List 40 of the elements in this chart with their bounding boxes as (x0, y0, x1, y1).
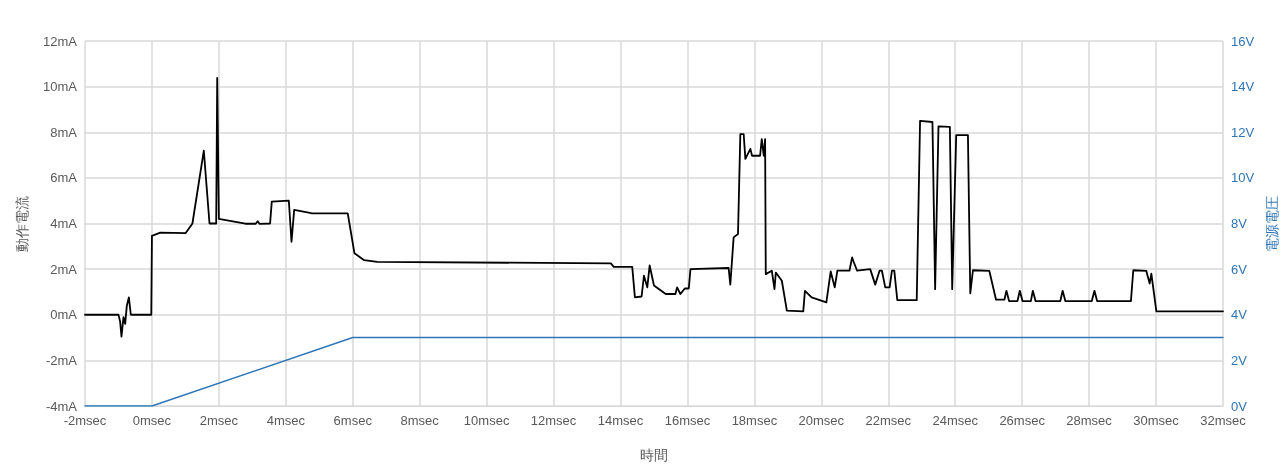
x-tick-label: 4msec (266, 413, 306, 428)
y2-tick-label: 12V (1230, 124, 1255, 140)
x-tick-label: 22msec (865, 413, 912, 428)
x-tick-label: 2msec (199, 413, 239, 428)
y-tick-label: -2mA (45, 352, 78, 368)
line-series (84, 77, 1224, 338)
x-tick-label: 16msec (664, 413, 711, 428)
x-tick-label: 8msec (400, 413, 440, 428)
y2-tick-label: 2V (1230, 352, 1248, 368)
y2-tick-label: 8V (1230, 216, 1248, 231)
y2-tick-label: 10V (1230, 170, 1255, 186)
y2-tick-label: 0V (1230, 398, 1248, 414)
x-tick-label: 20msec (798, 413, 845, 428)
x-tick-label: 26msec (999, 413, 1046, 428)
y-tick-label: 12mA (43, 33, 78, 49)
x-tick-label: 28msec (1066, 413, 1113, 428)
y2-axis-title: 電源電圧 (1264, 195, 1280, 252)
y2-tick-label: 14V (1230, 79, 1255, 95)
y-axis-title: 動作電流 (14, 195, 30, 252)
x-tick-label: 18msec (731, 413, 778, 428)
x-tick-label: 0msec (132, 413, 172, 428)
y-tick-label: 10mA (43, 79, 78, 95)
y-tick-label: 4mA (50, 216, 78, 231)
x-tick-label: 24msec (932, 413, 979, 428)
y-tick-label: 2mA (50, 261, 78, 277)
y2-tick-label: 16V (1230, 33, 1255, 49)
y2-tick-label: 6V (1230, 261, 1248, 277)
x-tick-label: 30msec (1133, 413, 1180, 428)
x-tick-label: -2msec (63, 413, 107, 428)
x-tick-label: 14msec (597, 413, 644, 428)
x-tick-label: 6msec (333, 413, 373, 428)
x-tick-label: 32msec (1200, 413, 1247, 428)
x-tick-label: 12msec (530, 413, 577, 428)
x-tick-label: 10msec (463, 413, 510, 428)
y-tick-label: 6mA (50, 170, 78, 186)
x-axis-title: 時間 (639, 447, 668, 463)
y-tick-label: 0mA (50, 307, 78, 323)
y-tick-label: -4mA (45, 398, 78, 414)
y2-tick-label: 4V (1230, 307, 1248, 323)
y-tick-label: 8mA (50, 124, 78, 140)
